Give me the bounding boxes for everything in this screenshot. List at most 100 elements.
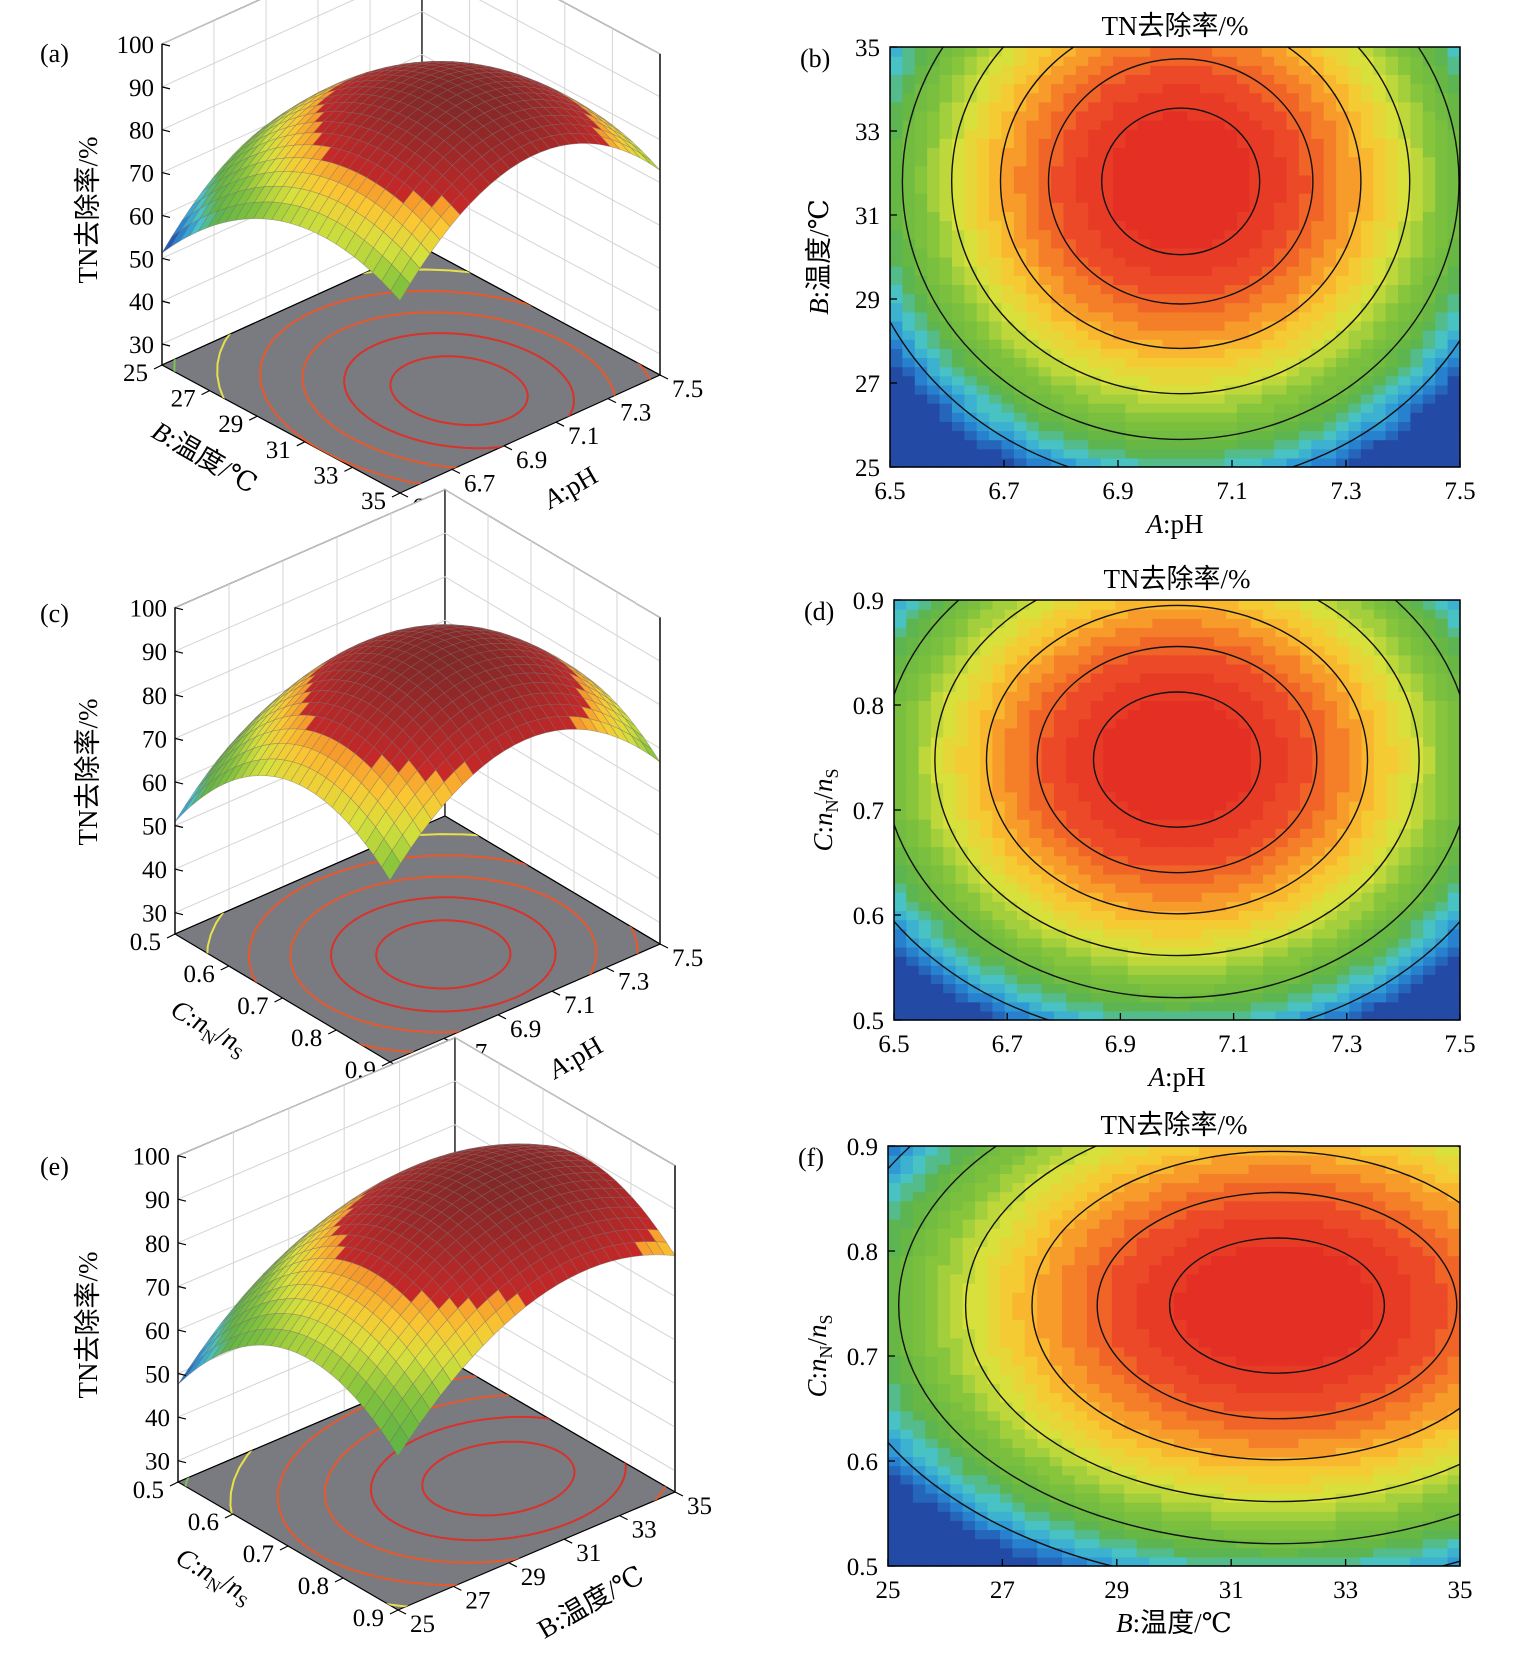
contour-cell [1017, 618, 1030, 628]
contour-cell [1348, 284, 1362, 295]
contour-cell [1224, 238, 1238, 249]
contour-cell [1075, 311, 1089, 322]
contour-cell [1398, 56, 1412, 66]
contour-cell [1088, 238, 1102, 249]
contour-cell [1410, 156, 1424, 167]
contour-cell [1063, 92, 1077, 103]
contour-cell [1063, 220, 1077, 231]
contour-cell [1063, 284, 1077, 295]
contour-cell [890, 165, 903, 176]
contour-cell [1125, 403, 1139, 413]
contour-cell [914, 412, 928, 422]
contour-cell [1422, 430, 1436, 441]
contour-cell [1038, 357, 1052, 368]
contour-cell [1422, 457, 1436, 468]
contour-cell [1261, 393, 1275, 404]
contour-cell [1175, 284, 1188, 295]
contour-cell [989, 339, 1003, 349]
contour-cell [1311, 138, 1325, 149]
contour-cell [1088, 275, 1102, 285]
contour-cell [894, 855, 907, 866]
contour-cell [1038, 147, 1052, 158]
contour-cell [1286, 302, 1300, 313]
contour-cell [943, 992, 957, 1003]
contour-cell [1162, 83, 1176, 94]
contour-cell [967, 883, 981, 893]
contour-cell [1274, 430, 1288, 441]
contour-cell [918, 992, 932, 1003]
y-tick-label: 31 [855, 203, 880, 230]
contour-cell [914, 101, 928, 112]
right-axis-tick-label: 33 [632, 1517, 657, 1544]
contour-cell [955, 727, 969, 738]
contour-cell [1323, 165, 1337, 176]
contour-cell [955, 928, 969, 939]
contour-cell [1100, 412, 1114, 422]
surface-panel-c: 304050607080901000.50.60.70.80.96.56.76.… [40, 488, 703, 1090]
contour-cell [1447, 275, 1461, 285]
contour-cell [1249, 47, 1263, 57]
contour-cell [902, 238, 916, 249]
contour-cell [964, 220, 978, 231]
contour-cell [914, 229, 928, 240]
contour-cell [918, 1010, 932, 1021]
contour-cell [894, 1001, 907, 1012]
contour-cell [939, 193, 953, 203]
contour-cell [1447, 330, 1461, 340]
contour-cell [1013, 101, 1027, 112]
contour-cell [939, 202, 953, 212]
contour-cell [1125, 412, 1139, 422]
contour-cell [989, 129, 1003, 139]
right-axis-tick-label: 7.5 [672, 376, 703, 403]
contour-cell [1311, 129, 1325, 139]
contour-cell [1348, 56, 1362, 66]
contour-cell [1013, 183, 1027, 194]
z-axis-title: TN去除率/% [73, 699, 103, 846]
contour-cell [906, 618, 920, 628]
contour-cell [1026, 193, 1040, 203]
contour-cell [902, 193, 916, 203]
contour-cell [1261, 110, 1275, 121]
contour-cell [1435, 211, 1449, 222]
contour-cell [930, 764, 944, 775]
contour-cell [980, 727, 994, 738]
contour-cell [902, 448, 916, 459]
contour-cell [1348, 393, 1362, 404]
contour-cell [918, 846, 932, 857]
contour-cell [1249, 110, 1263, 121]
contour-cell [1261, 193, 1275, 203]
contour-cell [1410, 65, 1424, 75]
contour-cell [943, 736, 957, 747]
contour-cell [927, 348, 941, 359]
contour-cell [976, 448, 990, 459]
contour-cell [1162, 275, 1176, 285]
contour-cell [1286, 293, 1300, 304]
contour-cell [1435, 238, 1449, 249]
contour-cell [1013, 83, 1027, 94]
contour-cell [1274, 238, 1288, 249]
contour-cell [1435, 147, 1449, 158]
contour-cell [1026, 375, 1040, 386]
contour-cell [1017, 755, 1030, 765]
contour-cell [992, 1001, 1006, 1012]
contour-cell [930, 937, 944, 948]
contour-cell [1038, 311, 1052, 322]
contour-cell [1162, 330, 1176, 340]
contour-cell [980, 892, 994, 902]
contour-cell [1125, 266, 1139, 276]
contour-cell [902, 311, 916, 322]
contour-cell [1422, 238, 1436, 249]
contour-cell [1175, 421, 1188, 432]
contour-cell [1360, 74, 1374, 85]
contour-cell [1398, 421, 1412, 432]
contour-cell [1373, 457, 1387, 468]
contour-cell [1385, 384, 1399, 395]
contour-cell [1004, 864, 1018, 875]
contour-cell [1336, 193, 1350, 203]
contour-cell [1360, 311, 1374, 322]
z-tick-label: 40 [145, 1405, 170, 1432]
contour-cell [951, 47, 965, 57]
contour-cell [1224, 412, 1238, 422]
z-tick-label: 30 [145, 1449, 170, 1476]
contour-cell [1410, 384, 1424, 395]
